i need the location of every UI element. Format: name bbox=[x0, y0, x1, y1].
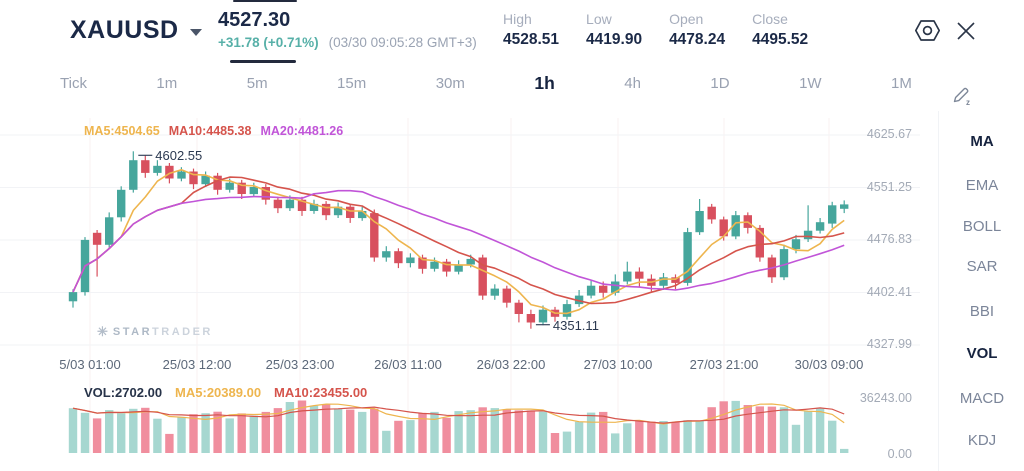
timeframe-tab-1m[interactable]: 1M bbox=[891, 74, 912, 92]
svg-text:z: z bbox=[966, 98, 970, 107]
price-axis-label: 4625.67 bbox=[866, 127, 912, 141]
stat-open: Open 4478.24 bbox=[669, 11, 725, 49]
legend-item: MA10:23455.00 bbox=[274, 385, 368, 400]
indicator-kdj[interactable]: KDJ bbox=[967, 432, 997, 449]
indicator-sidebar: MA EMA BOLL SAR BBI VOL MACD KDJ bbox=[938, 111, 1024, 471]
capture-artifact bbox=[230, 60, 296, 63]
timeframe-tab-1h[interactable]: 1h bbox=[534, 72, 555, 93]
indicator-boll[interactable]: BOLL bbox=[962, 218, 1002, 235]
price-axis-label: 4476.83 bbox=[866, 232, 912, 246]
stat-label: Open bbox=[669, 11, 704, 27]
timeframe-tab-1m[interactable]: 1m bbox=[156, 74, 178, 92]
time-axis-label: 25/03 23:00 bbox=[265, 357, 335, 372]
settings-button[interactable] bbox=[914, 17, 941, 49]
capture-artifact bbox=[233, 0, 297, 2]
draw-tools-button[interactable]: z bbox=[950, 84, 974, 113]
symbol-selector[interactable]: XAUUSD bbox=[70, 16, 202, 45]
volume-indicator-legend: VOL:2702.00 MA5:20389.00 MA10:23455.00 bbox=[84, 385, 367, 400]
stat-value: 4495.52 bbox=[752, 31, 809, 48]
startrader-watermark: ✳ STAR TRADER bbox=[97, 324, 213, 339]
time-axis-label: 5/03 01:00 bbox=[59, 357, 121, 372]
price-change: +31.78 (+0.71%) bbox=[218, 35, 319, 50]
timeframe-tab-15m[interactable]: 15m bbox=[337, 74, 367, 92]
ohlc-stats: High 4528.51 Low 4419.90 Open 4478.24 Close… bbox=[503, 11, 808, 49]
close-icon bbox=[957, 22, 975, 40]
timeframe-tab-1d[interactable]: 1D bbox=[710, 74, 730, 92]
timeframe-tab-1w[interactable]: 1W bbox=[799, 74, 822, 92]
stat-value: 4419.90 bbox=[586, 31, 643, 48]
time-axis-label: 27/03 21:00 bbox=[689, 357, 759, 372]
time-axis-label: 25/03 12:00 bbox=[162, 357, 232, 372]
timeframe-bar: Tick 1m 5m 15m 30m 1h 4h 1D 1W 1M bbox=[60, 68, 912, 98]
stat-low: Low 4419.90 bbox=[586, 11, 642, 49]
price-axis-label: 4327.99 bbox=[866, 337, 912, 351]
indicator-sar[interactable]: SAR bbox=[966, 258, 998, 275]
ma-indicator-legend: MA5:4504.65 MA10:4485.38 MA20:4481.26 bbox=[84, 124, 343, 138]
gear-icon bbox=[914, 20, 941, 41]
stat-label: Low bbox=[586, 11, 612, 27]
indicator-macd[interactable]: MACD bbox=[959, 390, 1005, 407]
stat-label: Close bbox=[752, 11, 788, 27]
star-icon: ✳ bbox=[97, 324, 108, 339]
pencil-icon: z bbox=[953, 87, 970, 107]
indicator-ema[interactable]: EMA bbox=[965, 177, 999, 194]
time-axis-label: 26/03 11:00 bbox=[374, 357, 442, 372]
time-axis-label: 30/03 09:00 bbox=[794, 357, 864, 372]
timeframe-tab-30m[interactable]: 30m bbox=[435, 74, 465, 92]
timeframe-tab-5m[interactable]: 5m bbox=[246, 74, 268, 92]
last-price: 4527.30 bbox=[218, 9, 291, 31]
stat-high: High 4528.51 bbox=[503, 11, 559, 49]
price-annotation: 4602.55 bbox=[155, 148, 203, 164]
candlestick-chart[interactable] bbox=[0, 0, 940, 471]
close-button[interactable] bbox=[956, 21, 976, 46]
stat-value: 4478.24 bbox=[669, 31, 726, 48]
indicator-vol[interactable]: VOL bbox=[966, 345, 998, 362]
timeframe-tab-4h[interactable]: 4h bbox=[624, 74, 641, 92]
price-axis-label: 4551.25 bbox=[866, 179, 912, 194]
stat-close: Close 4495.52 bbox=[752, 11, 808, 49]
time-axis-label: 26/03 22:00 bbox=[476, 357, 546, 372]
legend-item: MA5:20389.00 bbox=[175, 385, 262, 400]
volume-axis-label: 36243.00 bbox=[859, 391, 912, 405]
symbol-name: XAUUSD bbox=[70, 16, 179, 44]
legend-item: MA20:4481.26 bbox=[260, 124, 344, 138]
indicator-ma[interactable]: MA bbox=[970, 133, 994, 150]
volume-axis-label: 0.00 bbox=[887, 447, 912, 461]
price-axis-label: 4402.41 bbox=[866, 284, 912, 299]
stat-label: High bbox=[503, 11, 532, 27]
caret-down-icon bbox=[189, 28, 202, 36]
legend-item: MA5:4504.65 bbox=[84, 124, 160, 138]
timeframe-tab-tick[interactable]: Tick bbox=[60, 74, 87, 92]
quote-timestamp: (03/30 09:05:28 GMT+3) bbox=[328, 35, 477, 50]
legend-item: VOL:2702.00 bbox=[84, 385, 163, 400]
time-axis-label: 27/03 10:00 bbox=[583, 357, 653, 372]
stat-value: 4528.51 bbox=[503, 31, 560, 48]
indicator-bbi[interactable]: BBI bbox=[969, 303, 995, 320]
legend-item: MA10:4485.38 bbox=[168, 124, 252, 138]
price-annotation: 4351.11 bbox=[552, 317, 599, 333]
